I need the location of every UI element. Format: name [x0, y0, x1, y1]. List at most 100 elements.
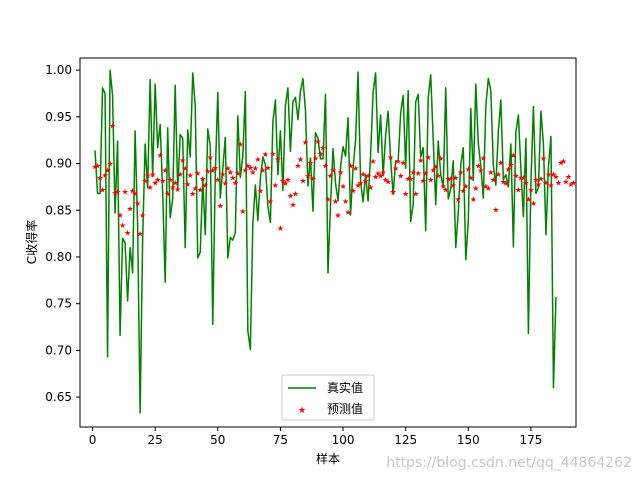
- data-point-predicted: ★: [385, 177, 392, 186]
- data-point-predicted: ★: [334, 211, 341, 220]
- data-point-predicted: ★: [162, 166, 169, 175]
- data-point-predicted: ★: [254, 155, 261, 164]
- data-point-predicted: ★: [314, 137, 321, 146]
- data-point-predicted: ★: [199, 175, 206, 184]
- data-point-predicted: ★: [262, 150, 269, 159]
- data-point-predicted: ★: [332, 197, 339, 206]
- data-point-predicted: ★: [106, 160, 113, 169]
- data-point-predicted: ★: [482, 182, 489, 191]
- data-point-predicted: ★: [247, 163, 254, 172]
- data-point-predicted: ★: [477, 166, 484, 175]
- data-point-predicted: ★: [465, 165, 472, 174]
- data-point-predicted: ★: [517, 174, 524, 183]
- data-point-predicted: ★: [407, 175, 414, 184]
- y-tick-label: 1.00: [45, 63, 72, 77]
- data-point-predicted: ★: [229, 174, 236, 183]
- data-point-predicted: ★: [515, 186, 522, 195]
- data-point-predicted: ★: [500, 177, 507, 186]
- data-point-predicted: ★: [149, 170, 156, 179]
- data-point-predicted: ★: [139, 211, 146, 220]
- data-point-predicted: ★: [337, 168, 344, 177]
- x-axis: 0 25 50 75 100 125 150 175: [89, 427, 542, 447]
- legend-label-actual: 真实值: [327, 380, 363, 395]
- data-point-predicted: ★: [114, 188, 121, 197]
- y-tick-label: 0.65: [45, 390, 72, 404]
- y-tick-label: 0.70: [45, 343, 72, 357]
- data-point-predicted: ★: [492, 205, 499, 214]
- data-point-predicted: ★: [480, 154, 487, 163]
- data-point-predicted: ★: [137, 230, 144, 239]
- data-point-predicted: ★: [570, 178, 577, 187]
- data-point-predicted: ★: [552, 173, 559, 182]
- x-tick-label: 175: [519, 433, 542, 447]
- data-point-predicted: ★: [164, 189, 171, 198]
- data-point-predicted: ★: [99, 186, 106, 195]
- data-point-predicted: ★: [502, 179, 509, 188]
- data-point-predicted: ★: [342, 197, 349, 206]
- y-tick-label: 0.80: [45, 250, 72, 264]
- data-point-predicted: ★: [287, 191, 294, 200]
- data-point-predicted: ★: [197, 186, 204, 195]
- data-point-predicted: ★: [234, 169, 241, 178]
- data-point-predicted: ★: [520, 174, 527, 183]
- data-point-predicted: ★: [177, 170, 184, 179]
- data-point-predicted: ★: [91, 162, 98, 171]
- data-point-predicted: ★: [319, 144, 326, 153]
- data-point-predicted: ★: [284, 175, 291, 184]
- data-point-predicted: ★: [427, 175, 434, 184]
- data-point-predicted: ★: [440, 182, 447, 191]
- data-point-predicted: ★: [169, 183, 176, 192]
- data-point-predicted: ★: [299, 176, 306, 185]
- data-point-predicted: ★: [422, 169, 429, 178]
- data-point-predicted: ★: [344, 208, 351, 217]
- data-point-predicted: ★: [540, 154, 547, 163]
- data-point-predicted: ★: [312, 154, 319, 163]
- data-point-predicted: ★: [182, 164, 189, 173]
- data-point-predicted: ★: [94, 161, 101, 170]
- data-point-predicted: ★: [224, 164, 231, 173]
- data-point-predicted: ★: [309, 175, 316, 184]
- data-point-predicted: ★: [159, 176, 166, 185]
- data-point-predicted: ★: [322, 161, 329, 170]
- data-point-predicted: ★: [219, 170, 226, 179]
- data-point-predicted: ★: [390, 188, 397, 197]
- data-point-predicted: ★: [147, 183, 154, 192]
- data-point-predicted: ★: [507, 161, 514, 170]
- data-point-predicted: ★: [279, 176, 286, 185]
- data-point-predicted: ★: [174, 185, 181, 194]
- x-tick-label: 75: [273, 433, 288, 447]
- x-tick-label: 150: [457, 433, 480, 447]
- data-point-predicted: ★: [532, 175, 539, 184]
- data-point-predicted: ★: [437, 154, 444, 163]
- data-point-predicted: ★: [367, 183, 374, 192]
- data-point-predicted: ★: [395, 157, 402, 166]
- data-point-predicted: ★: [194, 169, 201, 178]
- data-point-predicted: ★: [347, 161, 354, 170]
- data-point-predicted: ★: [272, 181, 279, 190]
- data-point-predicted: ★: [495, 170, 502, 179]
- data-point-predicted: ★: [522, 178, 529, 187]
- data-point-predicted: ★: [294, 161, 301, 170]
- data-point-predicted: ★: [542, 178, 549, 187]
- data-point-predicted: ★: [402, 189, 409, 198]
- x-tick-label: 100: [332, 433, 355, 447]
- data-point-predicted: ★: [412, 189, 419, 198]
- data-point-predicted: ★: [217, 202, 224, 211]
- data-point-predicted: ★: [204, 167, 211, 176]
- data-point-predicted: ★: [96, 174, 103, 183]
- data-point-predicted: ★: [364, 172, 371, 181]
- data-point-predicted: ★: [167, 175, 174, 184]
- data-point-predicted: ★: [154, 175, 161, 184]
- data-point-predicted: ★: [420, 176, 427, 185]
- y-tick-label: 0.95: [45, 110, 72, 124]
- data-point-predicted: ★: [417, 156, 424, 165]
- data-point-predicted: ★: [282, 179, 289, 188]
- data-point-predicted: ★: [277, 224, 284, 233]
- data-point-predicted: ★: [132, 189, 139, 198]
- data-point-predicted: ★: [527, 186, 534, 195]
- x-axis-label: 样本: [316, 451, 340, 466]
- data-point-predicted: ★: [111, 189, 118, 198]
- data-point-predicted: ★: [152, 178, 159, 187]
- data-point-predicted: ★: [302, 138, 309, 147]
- plot-area: ★★★★★★★★★★★★★★★★★★★★★★★★★★★★★★★★★★★★★★★★…: [91, 69, 577, 414]
